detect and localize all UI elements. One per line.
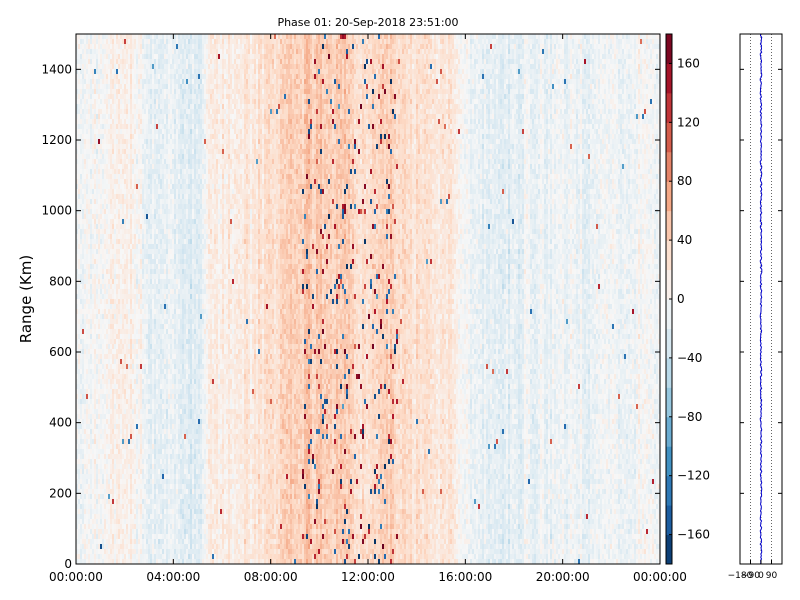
main-plot: Phase 01: 20-Sep-2018 23:51:00 00:00:00 0…: [17, 16, 687, 584]
heatmap-cells: [76, 34, 660, 564]
chart-title: Phase 01: 20-Sep-2018 23:51:00: [277, 16, 458, 29]
